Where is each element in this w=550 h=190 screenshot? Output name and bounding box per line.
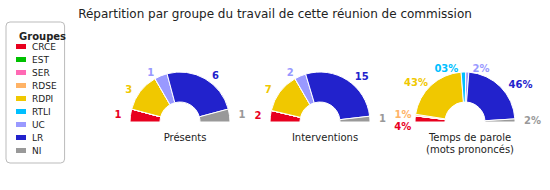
svg-text:1%: 1% — [395, 109, 412, 120]
svg-text:1: 1 — [239, 109, 246, 120]
svg-text:Interventions: Interventions — [292, 132, 358, 143]
svg-text:15: 15 — [355, 71, 369, 82]
svg-text:NI: NI — [32, 146, 41, 156]
svg-text:RDPI: RDPI — [32, 94, 53, 104]
svg-text:03%: 03% — [434, 63, 458, 74]
svg-text:LR: LR — [32, 133, 43, 143]
svg-text:Présents: Présents — [164, 132, 207, 143]
svg-text:2%: 2% — [473, 63, 490, 74]
svg-text:1: 1 — [114, 109, 121, 120]
svg-text:2: 2 — [254, 110, 261, 121]
svg-text:SER: SER — [32, 68, 50, 78]
svg-text:1: 1 — [379, 113, 386, 124]
svg-text:RDSE: RDSE — [32, 81, 57, 91]
svg-text:6: 6 — [212, 70, 219, 81]
svg-text:RTLI: RTLI — [32, 107, 51, 117]
svg-text:(mots prononcés): (mots prononcés) — [426, 144, 514, 155]
svg-text:Répartition par groupe du trav: Répartition par groupe du travail de cet… — [78, 7, 472, 21]
svg-text:1: 1 — [147, 67, 154, 78]
svg-text:2: 2 — [287, 67, 294, 78]
svg-text:EST: EST — [32, 55, 49, 65]
svg-text:7: 7 — [265, 84, 272, 95]
svg-text:46%: 46% — [508, 79, 532, 90]
svg-text:4%: 4% — [394, 121, 411, 132]
svg-text:UC: UC — [32, 120, 45, 130]
svg-text:2%: 2% — [524, 115, 541, 126]
svg-text:Groupes: Groupes — [19, 31, 66, 42]
svg-text:3: 3 — [125, 84, 132, 95]
svg-text:Temps de parole: Temps de parole — [428, 132, 511, 143]
svg-text:CRCE: CRCE — [32, 42, 56, 52]
svg-text:43%: 43% — [404, 77, 428, 88]
